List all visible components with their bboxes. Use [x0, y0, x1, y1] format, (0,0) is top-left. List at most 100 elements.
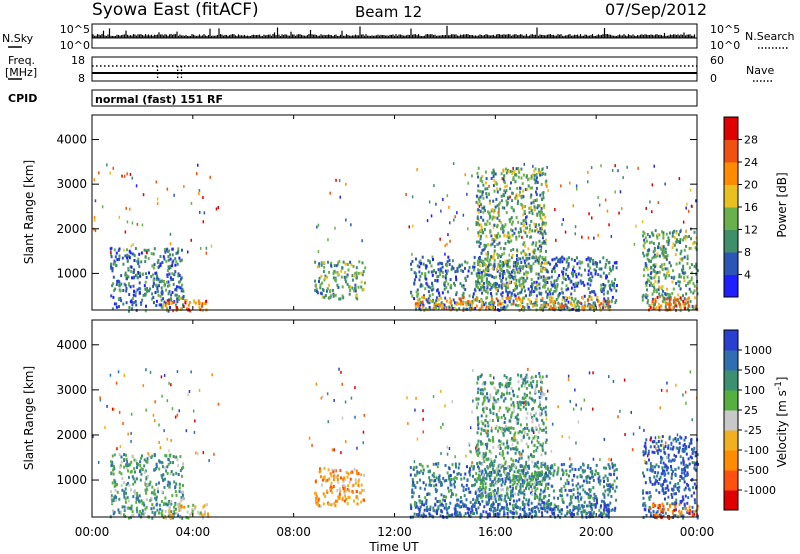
rti-cell [522, 213, 525, 217]
rti-cell [342, 487, 345, 491]
rti-cell [538, 239, 541, 243]
rti-cell [161, 476, 164, 480]
rti-cell [531, 472, 533, 476]
rti-cell [435, 299, 438, 303]
rti-cell [485, 192, 488, 196]
rti-cell [483, 228, 486, 231]
rti-cell [566, 257, 569, 261]
rti-cell [539, 216, 542, 220]
rti-cell [539, 193, 542, 197]
rti-cell [477, 175, 480, 179]
rti-cell [664, 305, 667, 309]
rti-cell [360, 500, 363, 504]
rti-cell [648, 248, 651, 252]
rti-cell [668, 303, 671, 307]
rti-cell [683, 279, 686, 283]
rti-cell [161, 513, 163, 517]
rti-cell [573, 303, 576, 307]
rti-cell [527, 178, 529, 182]
rti-cell [465, 303, 468, 307]
rti-cell [477, 501, 480, 504]
rti-cell [542, 406, 545, 410]
rti-cell [508, 271, 511, 275]
rti-cell [133, 490, 136, 494]
rti-cell [686, 262, 689, 265]
rti-cell [484, 467, 487, 471]
rti-cell [168, 485, 171, 489]
rti-cell [507, 496, 510, 500]
rti-cell [477, 184, 480, 188]
rti-cell [688, 266, 691, 270]
rti-cell [466, 274, 469, 278]
rti-cell [470, 306, 473, 310]
rti-cell [564, 514, 567, 518]
rti-cell [528, 512, 531, 516]
rti-cell [535, 176, 538, 180]
rti-cell [143, 284, 146, 288]
rti-cell [176, 262, 179, 266]
rti-cell [481, 260, 484, 264]
rti-cell [432, 258, 434, 261]
rti-cell [688, 280, 691, 284]
rti-cell [141, 454, 143, 458]
rti-cell [662, 296, 665, 300]
rti-cell [481, 180, 484, 184]
rti-cell [217, 206, 219, 209]
rti-cell [678, 275, 681, 279]
rti-cell [506, 283, 509, 287]
rti-cell [502, 169, 505, 173]
rti-cell [689, 300, 692, 304]
rti-cell [460, 505, 463, 509]
rti-cell [497, 256, 500, 259]
rti-cell [513, 470, 516, 474]
rti-cell [340, 269, 343, 273]
rti-cell [606, 304, 608, 308]
rti-cell [506, 472, 509, 476]
rti-cell [434, 497, 437, 501]
rti-cell [327, 502, 330, 506]
rti-cell [559, 257, 562, 261]
rti-cell [125, 483, 128, 487]
rti-cell [466, 507, 469, 510]
rti-cell [481, 264, 484, 268]
rti-cell [543, 206, 546, 209]
rti-cell [336, 488, 339, 492]
rti-cell [509, 502, 511, 506]
rti-cell [131, 221, 134, 225]
rti-cell [602, 306, 604, 310]
rti-cell [436, 288, 439, 292]
rti-cell [169, 242, 172, 246]
rti-cell [667, 240, 670, 244]
rti-cell [676, 238, 678, 242]
rti-cell [337, 286, 340, 289]
rti-cell [558, 302, 561, 306]
rti-cell [481, 455, 484, 458]
rti-cell [506, 512, 509, 515]
rti-cell [478, 288, 481, 292]
rti-cell [177, 247, 180, 251]
rti-cell [440, 269, 443, 273]
rti-cell [476, 381, 479, 385]
rti-cell [503, 247, 506, 251]
rti-cell [149, 499, 152, 503]
rti-cell [342, 296, 345, 300]
rti-cell [141, 223, 144, 227]
rti-cell [600, 267, 603, 271]
rti-cell [576, 256, 578, 260]
rti-cell [540, 243, 543, 247]
rti-cell [498, 284, 501, 288]
rti-cell [436, 509, 438, 513]
rti-cell [93, 216, 96, 219]
rti-cell [447, 290, 449, 294]
rti-cell [673, 243, 676, 247]
rti-cell [543, 494, 546, 498]
rti-cell [489, 287, 492, 291]
rti-cell [682, 294, 684, 298]
rti-cell [545, 506, 548, 510]
rti-cell [489, 263, 492, 267]
rti-cell [527, 287, 530, 291]
rti-cell [512, 176, 515, 180]
rti-cell [508, 258, 511, 262]
rti-cell [131, 176, 133, 180]
rti-cell [530, 219, 533, 223]
